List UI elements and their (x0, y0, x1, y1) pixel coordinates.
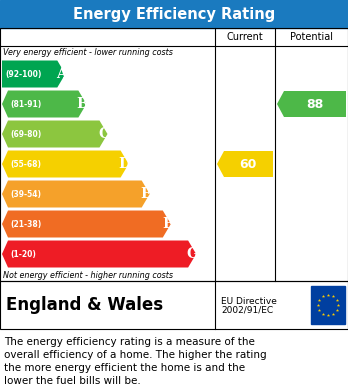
Text: overall efficiency of a home. The higher the rating: overall efficiency of a home. The higher… (4, 350, 267, 360)
Text: G: G (186, 247, 198, 261)
Text: D: D (119, 157, 130, 171)
Text: Potential: Potential (290, 32, 333, 42)
Polygon shape (217, 151, 273, 177)
Text: England & Wales: England & Wales (6, 296, 163, 314)
Polygon shape (2, 151, 129, 178)
Text: lower the fuel bills will be.: lower the fuel bills will be. (4, 376, 141, 386)
Text: (39-54): (39-54) (10, 190, 41, 199)
Bar (0, 281, 348, 329)
Polygon shape (2, 181, 150, 208)
Text: F: F (162, 217, 172, 231)
Text: 2002/91/EC: 2002/91/EC (221, 305, 273, 314)
Text: (69-80): (69-80) (10, 129, 41, 138)
Text: The energy efficiency rating is a measure of the: The energy efficiency rating is a measur… (4, 337, 255, 347)
Polygon shape (2, 90, 86, 118)
Text: Current: Current (227, 32, 263, 42)
Polygon shape (277, 91, 346, 117)
Text: (1-20): (1-20) (10, 249, 36, 258)
Polygon shape (2, 240, 196, 267)
Bar (0, 28, 348, 281)
Text: Energy Efficiency Rating: Energy Efficiency Rating (73, 7, 275, 22)
Text: (92-100): (92-100) (5, 70, 41, 79)
Text: the more energy efficient the home is and the: the more energy efficient the home is an… (4, 363, 245, 373)
Text: (55-68): (55-68) (10, 160, 41, 169)
Text: B: B (77, 97, 88, 111)
Polygon shape (2, 120, 108, 147)
Text: A: A (56, 67, 67, 81)
Text: 88: 88 (306, 97, 323, 111)
Text: (81-91): (81-91) (10, 99, 41, 108)
Polygon shape (2, 61, 65, 88)
Text: Very energy efficient - lower running costs: Very energy efficient - lower running co… (3, 48, 173, 57)
Text: E: E (140, 187, 151, 201)
Text: C: C (98, 127, 109, 141)
Text: 60: 60 (239, 158, 257, 170)
Text: (21-38): (21-38) (10, 219, 41, 228)
Text: EU Directive: EU Directive (221, 296, 277, 305)
Text: Not energy efficient - higher running costs: Not energy efficient - higher running co… (3, 271, 173, 280)
Polygon shape (2, 210, 171, 237)
Bar (0, 0, 348, 28)
Bar (311, 286, 345, 324)
